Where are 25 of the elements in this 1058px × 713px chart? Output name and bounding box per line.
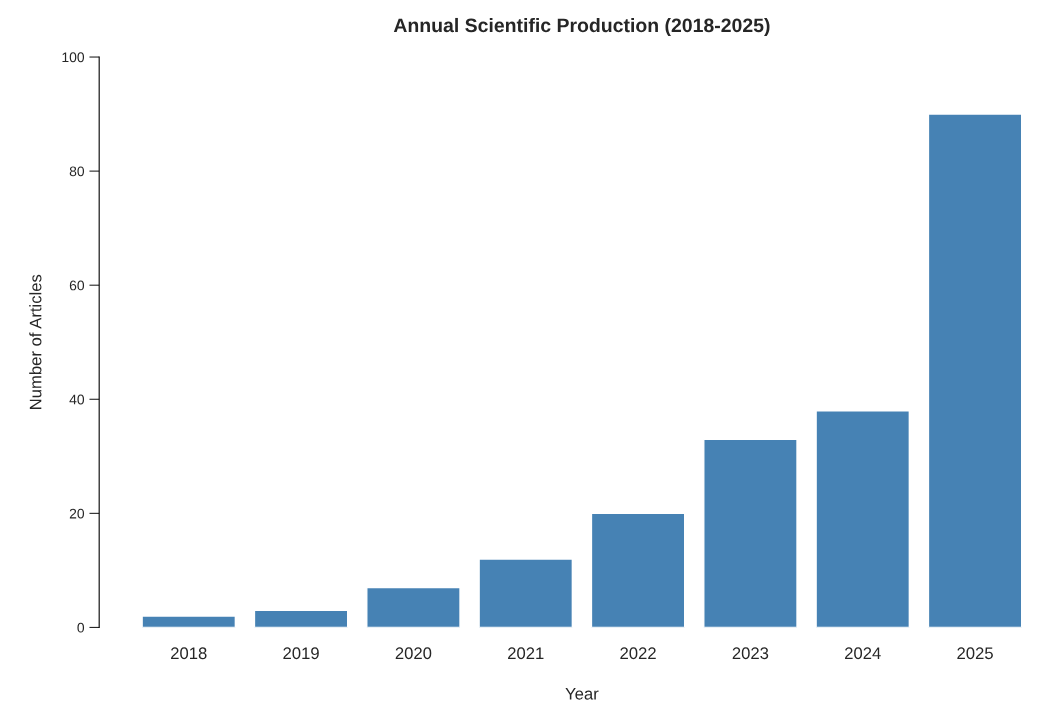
x-tick-label: 2020 [395, 647, 432, 660]
bar [703, 438, 798, 628]
chart-title: Annual Scientific Production (2018-2025) [393, 17, 770, 37]
x-tick-label: 2025 [957, 647, 993, 660]
bar [590, 512, 686, 628]
y-tick-label: 20 [69, 508, 85, 519]
x-tick-label: 2021 [508, 647, 544, 660]
y-tick-label: 0 [77, 622, 85, 633]
y-tick-label: 40 [69, 394, 85, 405]
x-tick-label: 2018 [171, 647, 207, 660]
bar [815, 409, 911, 628]
y-axis-title: Number of Articles [29, 274, 42, 409]
bar [927, 113, 1023, 628]
bar [141, 615, 237, 628]
y-tick-label: 60 [69, 280, 85, 291]
bar [366, 586, 461, 628]
x-axis-title: Year [565, 688, 599, 700]
bar [478, 558, 574, 628]
x-tick-label: 2023 [732, 647, 769, 660]
y-tick-label: 80 [69, 166, 85, 177]
x-tick-label: 2019 [283, 647, 319, 660]
y-tick-label: 100 [62, 52, 85, 63]
x-tick-label: 2022 [620, 647, 656, 660]
bar [253, 609, 349, 628]
x-tick-label: 2024 [845, 647, 881, 660]
